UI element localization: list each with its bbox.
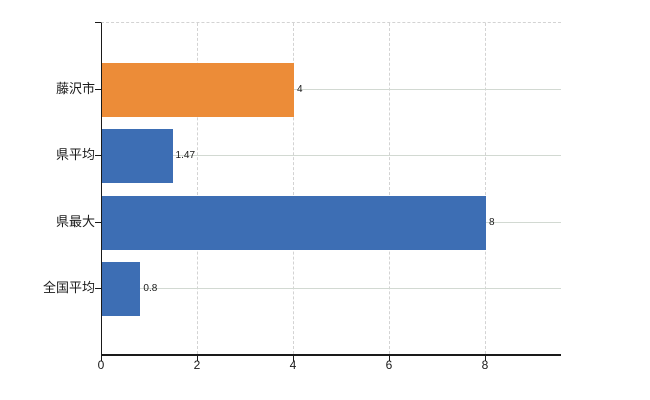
category-gridline <box>102 155 561 156</box>
category-gridline <box>102 288 561 289</box>
y-axis-tick <box>95 155 101 156</box>
x-axis-tick-labels: 0 2 4 6 8 <box>97 358 560 378</box>
bar-value-label: 8 <box>489 217 495 228</box>
plot-area: 4 1.47 8 0.8 <box>95 22 561 361</box>
x-axis-tick-label: 8 <box>481 358 489 372</box>
x-axis-tick-label: 0 <box>97 358 105 372</box>
bar-value-label: 4 <box>297 84 303 95</box>
x-axis-tick <box>197 354 198 361</box>
x-axis-tick <box>485 354 486 361</box>
bar-藤沢市 <box>102 63 294 117</box>
x-axis-tick-label: 4 <box>289 358 297 372</box>
x-gridline <box>485 23 486 354</box>
bar-県平均 <box>102 129 173 183</box>
category-gridline <box>102 89 561 90</box>
bar-全国平均 <box>102 262 141 316</box>
y-axis-category-label: 県平均 <box>55 147 95 162</box>
y-axis-category-label: 県最大 <box>55 214 95 229</box>
bar-value-label: 0.8 <box>143 283 158 294</box>
x-gridline <box>293 23 294 354</box>
y-axis-tick <box>95 222 101 223</box>
y-axis-category-label: 藤沢市 <box>55 81 95 96</box>
x-axis-tick-label: 6 <box>385 358 393 372</box>
y-axis-category-label: 全国平均 <box>42 280 95 295</box>
x-axis-tick-label: 2 <box>193 358 201 372</box>
x-axis-tick <box>101 354 102 361</box>
x-axis-tick <box>293 354 294 361</box>
bar-value-label: 1.47 <box>175 150 196 161</box>
y-axis-end-tick <box>95 22 101 23</box>
x-axis-tick <box>389 354 390 361</box>
bar-県最大 <box>102 196 486 250</box>
y-axis-tick <box>95 288 101 289</box>
y-axis-category-labels: 藤沢市県平均県最大全国平均 <box>0 22 95 353</box>
x-gridline <box>197 23 198 354</box>
y-axis-tick <box>95 89 101 90</box>
x-gridline <box>389 23 390 354</box>
